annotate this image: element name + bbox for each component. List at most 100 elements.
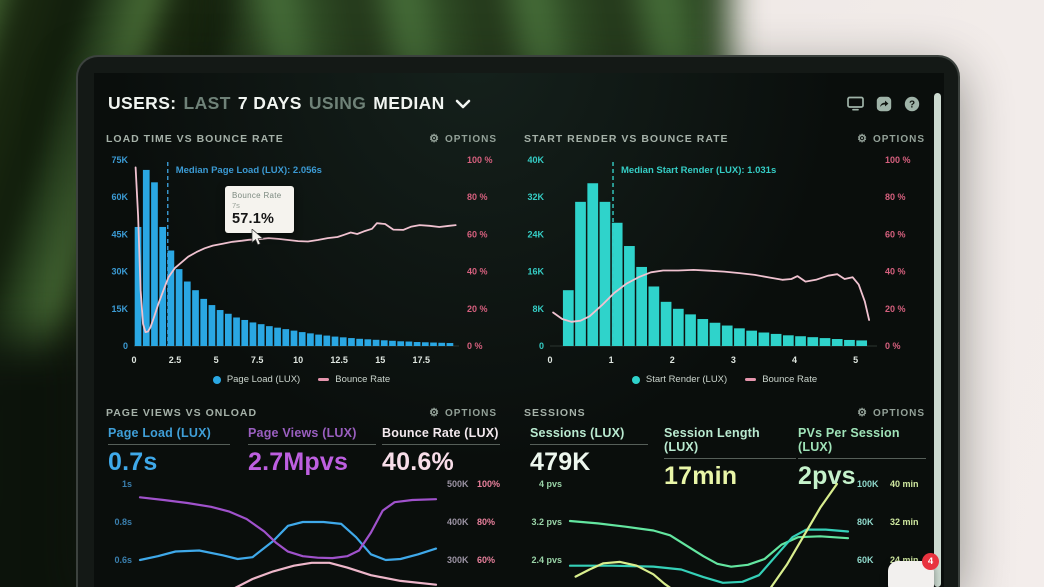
left-axis-tick: 0 bbox=[123, 341, 128, 351]
header-days: 7 DAYS bbox=[237, 93, 302, 113]
left-axis-tick: 24K bbox=[527, 229, 544, 239]
sessions-chart[interactable]: 4 pvs 3.2 pvs 2.4 pvs 100K 40 min 80K 32 min 60… bbox=[518, 474, 931, 587]
bar bbox=[819, 338, 831, 346]
series-line bbox=[568, 519, 850, 568]
bar bbox=[746, 330, 758, 346]
bar bbox=[648, 286, 660, 346]
hover-tooltip: Bounce Rate 7s 57.1% bbox=[225, 186, 294, 233]
metric-rule bbox=[248, 444, 376, 445]
help-icon[interactable]: ? bbox=[903, 95, 920, 112]
left-axis-tick: 16K bbox=[527, 267, 544, 277]
right-axis-tick: 40 % bbox=[885, 267, 906, 277]
scrollbar[interactable] bbox=[934, 93, 941, 587]
legend-dot-marker bbox=[212, 375, 221, 384]
left-axis-tick: 3.2 pvs bbox=[531, 517, 562, 527]
metric-value: 17min bbox=[664, 462, 738, 490]
left-axis-tick: 8K bbox=[532, 304, 544, 314]
bar bbox=[611, 222, 623, 346]
metric-rule bbox=[664, 458, 796, 459]
bar bbox=[575, 201, 586, 346]
metric-pvs-per-session: PVs Per Session (LUX) 2pvs bbox=[798, 426, 926, 491]
metric-rule bbox=[798, 458, 926, 459]
right-axis-tick-secondary: 80% bbox=[477, 517, 495, 527]
start-render-chart[interactable]: Median Start Render (LUX): 1.031s 40K 32K 2… bbox=[518, 152, 931, 372]
bar bbox=[721, 325, 733, 346]
laptop-bezel: USERS: LAST 7 DAYS USING MEDIAN ? bbox=[76, 55, 960, 587]
bar bbox=[175, 269, 183, 346]
display-icon[interactable] bbox=[847, 95, 864, 112]
legend-item[interactable]: Start Render (LUX) bbox=[631, 374, 727, 385]
bar bbox=[323, 335, 331, 346]
histogram-bars bbox=[562, 183, 868, 346]
page-views-chart[interactable]: 1s 0.8s 0.6s 500K 100% 400K 80% 300K 60% bbox=[100, 474, 503, 587]
bar bbox=[782, 335, 794, 346]
bar bbox=[142, 169, 150, 346]
left-axis-tick: 0.6s bbox=[114, 555, 132, 565]
bar bbox=[685, 314, 696, 346]
bar bbox=[249, 322, 257, 346]
x-axis-tick: 5 bbox=[853, 355, 858, 365]
x-axis-tick: 2.5 bbox=[169, 355, 182, 365]
x-axis-tick: 1 bbox=[609, 355, 614, 365]
x-axis-tick: 2 bbox=[670, 355, 675, 365]
gear-icon: ⚙ bbox=[429, 406, 440, 419]
bar bbox=[151, 182, 158, 346]
bar bbox=[348, 338, 355, 346]
right-axis-tick-primary: 500K bbox=[447, 479, 469, 489]
series-line bbox=[138, 496, 438, 560]
right-axis-tick: 40 % bbox=[467, 267, 488, 277]
legend-label: Page Load (LUX) bbox=[226, 374, 301, 385]
topbar-icons: ? bbox=[847, 95, 920, 112]
bar bbox=[587, 183, 599, 346]
bar bbox=[389, 340, 396, 346]
metric-value: 479K bbox=[530, 448, 591, 476]
x-axis-tick: 15 bbox=[375, 355, 385, 365]
metric-value: 2pvs bbox=[798, 462, 856, 490]
bar bbox=[831, 339, 843, 346]
metric-session-length: Session Length (LUX) 17min bbox=[664, 426, 796, 491]
bar bbox=[307, 333, 314, 346]
bar bbox=[274, 327, 281, 346]
right-axis-tick-primary: 100K bbox=[857, 479, 879, 489]
gear-icon: ⚙ bbox=[429, 132, 440, 145]
bar bbox=[372, 339, 380, 346]
bar bbox=[709, 322, 721, 346]
panel-sessions: SESSIONS ⚙ OPTIONS Sessions (LUX) 479K Se… bbox=[518, 402, 931, 587]
legend-item[interactable]: Page Load (LUX) bbox=[212, 374, 301, 385]
right-axis-tick: 60 % bbox=[885, 229, 906, 239]
bar bbox=[331, 336, 339, 346]
right-axis-tick: 100 % bbox=[885, 155, 911, 165]
load-time-chart[interactable]: Median Page Load (LUX): 2.056s 75K 60K 45K 3… bbox=[100, 152, 503, 372]
bar bbox=[430, 342, 437, 346]
metric-sessions: Sessions (LUX) 479K bbox=[530, 426, 648, 477]
metric-page-views: Page Views (LUX) 2.7Mpvs bbox=[248, 426, 376, 477]
right-axis-tick: 20 % bbox=[885, 304, 906, 314]
bar bbox=[224, 313, 232, 346]
chat-widget-button[interactable]: 4 bbox=[888, 553, 939, 587]
options-button[interactable]: ⚙ OPTIONS bbox=[429, 132, 497, 145]
bar bbox=[339, 337, 347, 346]
left-axis-tick: 15K bbox=[111, 304, 128, 314]
legend-dash-marker bbox=[745, 378, 757, 381]
tooltip-title: Bounce Rate bbox=[232, 191, 282, 200]
left-axis-tick: 45K bbox=[111, 229, 128, 239]
metric-value: 2.7Mpvs bbox=[248, 448, 349, 476]
share-icon[interactable] bbox=[875, 95, 892, 112]
tooltip-value: 57.1% bbox=[232, 211, 275, 227]
options-button[interactable]: ⚙ OPTIONS bbox=[857, 406, 925, 419]
legend-item[interactable]: Bounce Rate bbox=[745, 374, 817, 385]
metric-label: Session Length (LUX) bbox=[664, 426, 760, 454]
series-line bbox=[234, 561, 438, 587]
legend-item[interactable]: Bounce Rate bbox=[318, 374, 390, 385]
series-line bbox=[138, 520, 438, 562]
legend-label: Bounce Rate bbox=[762, 374, 818, 385]
timeframe-dropdown[interactable]: USERS: LAST 7 DAYS USING MEDIAN bbox=[108, 93, 471, 114]
x-axis-tick: 7.5 bbox=[251, 355, 264, 365]
left-axis-tick: 32K bbox=[527, 192, 544, 202]
options-button[interactable]: ⚙ OPTIONS bbox=[857, 132, 925, 145]
tooltip-x-value: 7s bbox=[232, 201, 240, 210]
right-axis-tick-secondary: 100% bbox=[477, 479, 500, 489]
svg-text:?: ? bbox=[908, 99, 914, 110]
options-button[interactable]: ⚙ OPTIONS bbox=[429, 406, 497, 419]
bar bbox=[183, 281, 191, 346]
